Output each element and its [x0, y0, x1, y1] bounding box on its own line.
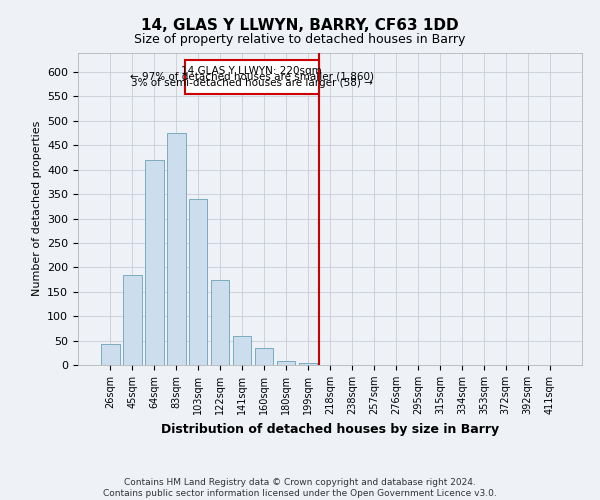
- Bar: [189, 199, 208, 365]
- Bar: [167, 133, 185, 365]
- Text: Contains HM Land Registry data © Crown copyright and database right 2024.
Contai: Contains HM Land Registry data © Crown c…: [103, 478, 497, 498]
- Bar: [277, 361, 295, 365]
- Bar: [299, 362, 317, 365]
- Bar: [185, 60, 319, 94]
- Text: 14, GLAS Y LLWYN, BARRY, CF63 1DD: 14, GLAS Y LLWYN, BARRY, CF63 1DD: [141, 18, 459, 32]
- Bar: [255, 348, 274, 365]
- Bar: [145, 160, 164, 365]
- Bar: [233, 336, 251, 365]
- Bar: [101, 344, 119, 365]
- X-axis label: Distribution of detached houses by size in Barry: Distribution of detached houses by size …: [161, 422, 499, 436]
- Text: ← 97% of detached houses are smaller (1,860): ← 97% of detached houses are smaller (1,…: [130, 72, 374, 82]
- Bar: [123, 274, 142, 365]
- Bar: [211, 280, 229, 365]
- Text: 3% of semi-detached houses are larger (58) →: 3% of semi-detached houses are larger (5…: [131, 78, 373, 88]
- Y-axis label: Number of detached properties: Number of detached properties: [32, 121, 41, 296]
- Text: Size of property relative to detached houses in Barry: Size of property relative to detached ho…: [134, 32, 466, 46]
- Text: 14 GLAS Y LLWYN: 220sqm: 14 GLAS Y LLWYN: 220sqm: [181, 66, 322, 76]
